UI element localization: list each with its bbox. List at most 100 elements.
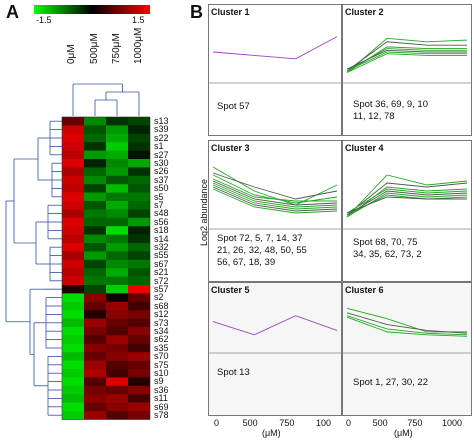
heatmap-row-label: s32 bbox=[154, 242, 169, 252]
heatmap-cell bbox=[106, 285, 128, 294]
heatmap-cell bbox=[106, 209, 128, 219]
heatmap-cell bbox=[62, 385, 84, 395]
cluster-profile-line bbox=[346, 186, 468, 218]
heatmap-cell bbox=[84, 301, 106, 311]
heatmap-cell bbox=[62, 150, 84, 160]
x-tick-label: 750 bbox=[279, 418, 295, 428]
heatmap-cell bbox=[128, 133, 150, 143]
heatmap-cell bbox=[84, 167, 106, 177]
heatmap-cell bbox=[106, 201, 128, 210]
heatmap-row-label: s73 bbox=[154, 317, 169, 328]
heatmap-cell bbox=[106, 142, 128, 151]
cluster-profile-line bbox=[346, 315, 468, 336]
x-tick-label: 500 bbox=[372, 418, 388, 428]
cluster-profile-line bbox=[346, 312, 468, 334]
heatmap-cell bbox=[84, 327, 106, 336]
heatmap-cell bbox=[62, 276, 84, 286]
heatmap-row-label: s14 bbox=[154, 233, 169, 244]
heatmap-cell bbox=[84, 343, 106, 353]
heatmap-cell bbox=[84, 142, 106, 151]
heatmap-cell bbox=[62, 377, 84, 387]
heatmap-cell bbox=[84, 293, 106, 303]
heatmap-cell bbox=[84, 150, 106, 160]
heatmap-cell bbox=[84, 335, 106, 345]
heatmap-cell bbox=[84, 175, 106, 185]
cluster-panel: Cluster 2 Spot 36, 69, 9, 10 11, 12, 78 bbox=[342, 4, 472, 136]
heatmap-row-label: s48 bbox=[154, 208, 169, 219]
heatmap-cell bbox=[106, 377, 128, 387]
heatmap-cell bbox=[106, 276, 128, 286]
heatmap-cell bbox=[128, 402, 150, 412]
heatmap-cell bbox=[128, 175, 150, 185]
heatmap-cell bbox=[106, 217, 128, 227]
cluster-profile-line bbox=[212, 186, 338, 212]
heatmap-cell bbox=[62, 167, 84, 177]
heatmap-cell bbox=[128, 310, 150, 319]
heatmap-cell bbox=[62, 175, 84, 185]
heatmap-cell bbox=[62, 251, 84, 261]
heatmap-row-label: s62 bbox=[154, 334, 169, 345]
heatmap-cell bbox=[128, 411, 150, 420]
heatmap-row-label: s7 bbox=[154, 200, 164, 210]
heatmap-cell bbox=[62, 192, 84, 202]
heatmap-cell bbox=[62, 142, 84, 151]
cluster-title: Cluster 1 bbox=[211, 7, 250, 17]
heatmap-cell bbox=[84, 217, 106, 227]
heatmap-row-label: s68 bbox=[154, 300, 169, 311]
heatmap-row-label: s1 bbox=[154, 141, 164, 152]
heatmap-cell bbox=[128, 184, 150, 193]
heatmap-cell bbox=[62, 117, 84, 126]
heatmap-cell bbox=[106, 301, 128, 311]
heatmap-cell bbox=[128, 150, 150, 160]
heatmap-cell bbox=[84, 385, 106, 395]
cluster-spot-list: Spot 72, 5, 7, 14, 37 21, 26, 32, 48, 50… bbox=[217, 233, 307, 268]
cluster-profile-line bbox=[346, 190, 468, 216]
heatmap-cell bbox=[62, 411, 84, 420]
cluster-profile-line bbox=[346, 41, 467, 72]
heatmap-row-label: s39 bbox=[154, 124, 169, 135]
heatmap-cell bbox=[128, 117, 150, 126]
cluster-profile-plot bbox=[209, 315, 341, 354]
heatmap-cell bbox=[62, 268, 84, 277]
heatmap-cell bbox=[62, 159, 84, 168]
heatmap-row-label: s22 bbox=[154, 132, 169, 143]
heatmap-cell bbox=[84, 133, 106, 143]
heatmap-cell bbox=[106, 268, 128, 277]
heatmap-row-label: s37 bbox=[154, 174, 169, 185]
heatmap-cell bbox=[128, 276, 150, 286]
cluster-profile-line bbox=[212, 184, 338, 210]
cluster-spot-list: Spot 68, 70, 75 34, 35, 62, 73, 2 bbox=[353, 237, 422, 260]
cluster-panel: Cluster 3 Spot 72, 5, 7, 14, 37 21, 26, 3… bbox=[208, 140, 342, 282]
cluster-profile-plot bbox=[343, 37, 471, 84]
heatmap-cell bbox=[84, 201, 106, 210]
heatmap-cell bbox=[62, 201, 84, 210]
heatmap-cell bbox=[62, 310, 84, 319]
heatmap-cell bbox=[106, 192, 128, 202]
heatmap-cell bbox=[128, 243, 150, 252]
heatmap-cell bbox=[62, 125, 84, 135]
heatmap-cell bbox=[62, 184, 84, 193]
heatmap-cell bbox=[128, 192, 150, 202]
heatmap-cell bbox=[106, 385, 128, 395]
cluster-profile-line bbox=[346, 51, 467, 72]
heatmap-cell bbox=[62, 209, 84, 219]
heatmap-row-label: s72 bbox=[154, 275, 169, 286]
heatmap-cell bbox=[62, 301, 84, 311]
heatmap-cell bbox=[128, 335, 150, 345]
cluster-panel: Cluster 1 Spot 57 bbox=[208, 4, 342, 136]
cluster-spot-list: Spot 1, 27, 30, 22 bbox=[353, 377, 429, 388]
heatmap-row-label: s26 bbox=[154, 166, 169, 177]
heatmap-cell bbox=[128, 385, 150, 395]
x-unit-label-left: (μM) bbox=[262, 428, 281, 438]
heatmap-cell bbox=[128, 167, 150, 177]
cluster-profile-line bbox=[346, 196, 467, 214]
heatmap-cell bbox=[84, 234, 106, 244]
cluster-profile-line bbox=[212, 178, 337, 202]
cluster-profile-plot bbox=[209, 36, 341, 84]
heatmap-cell bbox=[62, 318, 84, 328]
x-unit-label-right: (μM) bbox=[394, 428, 413, 438]
heatmap-row-label: s35 bbox=[154, 342, 169, 353]
cluster-profile-plot bbox=[343, 174, 471, 230]
heatmap-row-label: s67 bbox=[154, 258, 169, 269]
cluster-profile-line bbox=[212, 188, 338, 214]
